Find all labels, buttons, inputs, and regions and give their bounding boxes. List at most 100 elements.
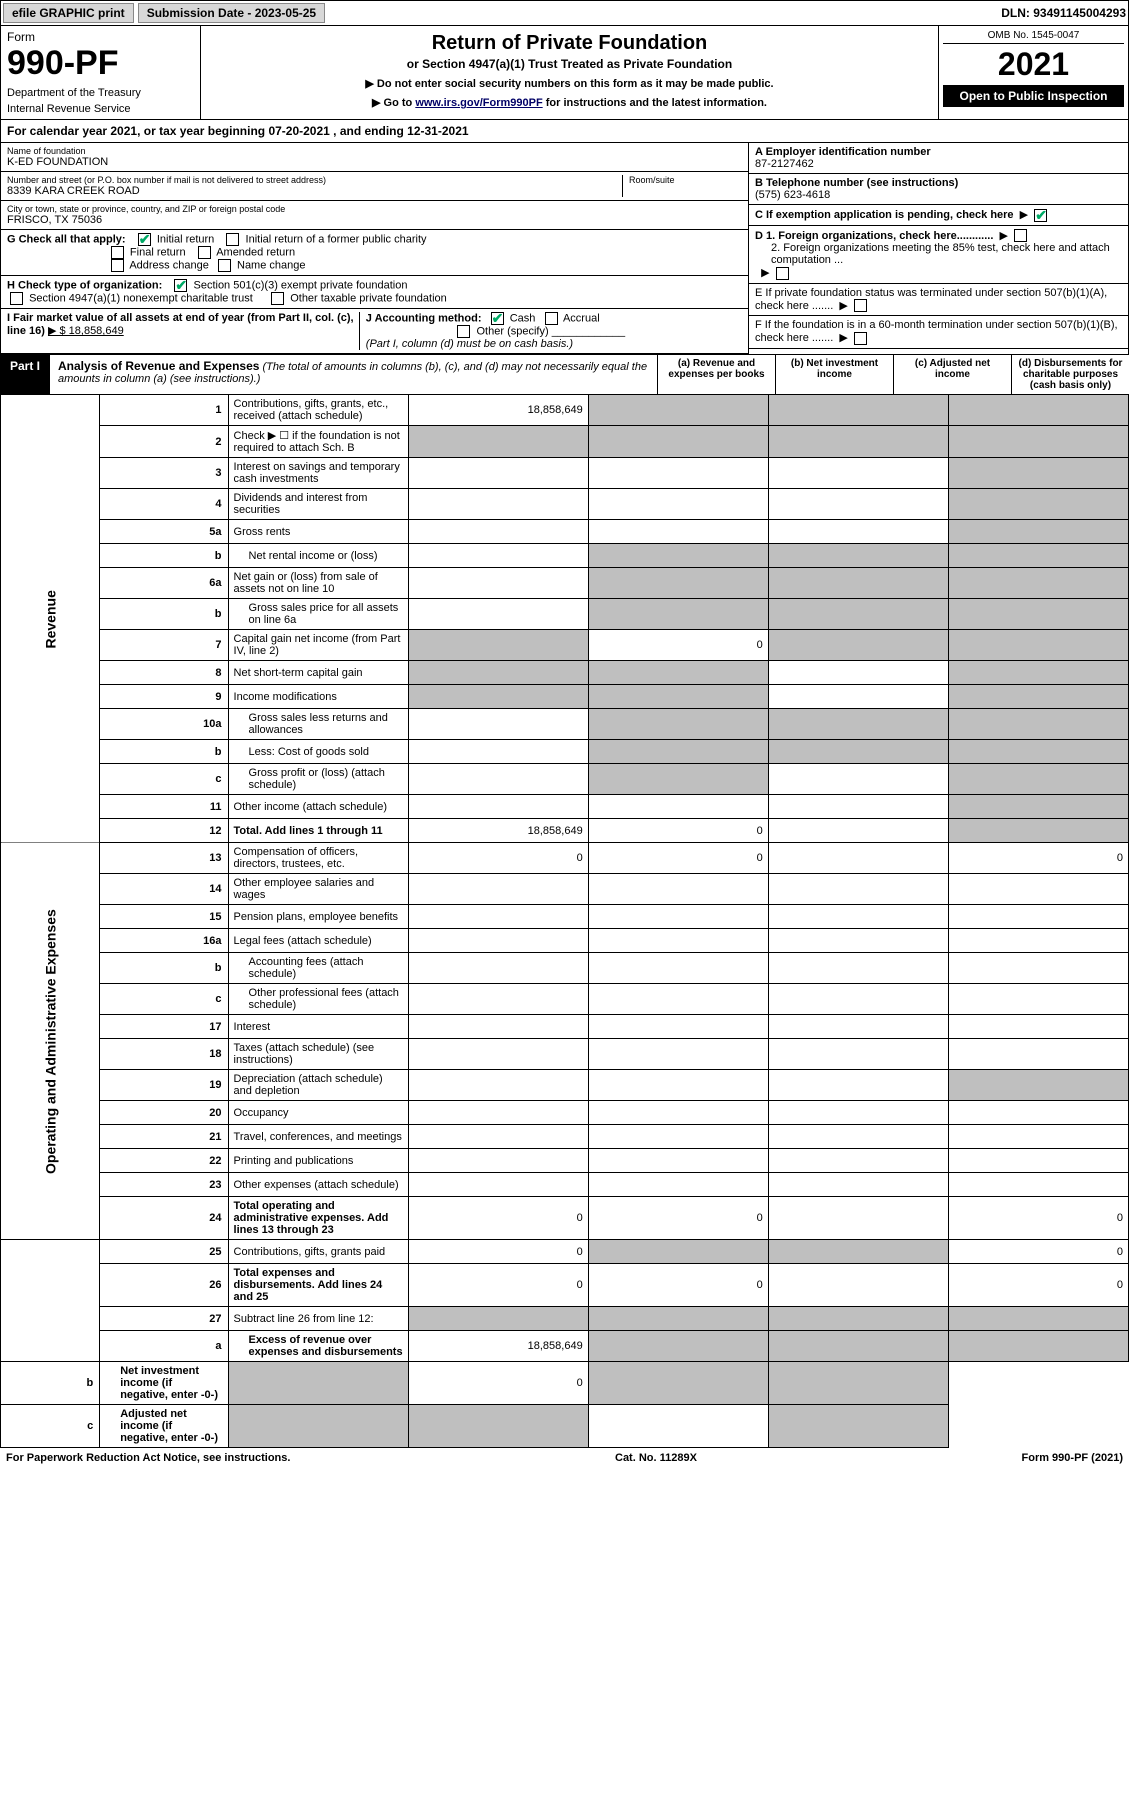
name-change-checkbox[interactable] — [218, 259, 231, 272]
line-description: Other professional fees (attach schedule… — [228, 984, 408, 1015]
h-opt-2: Other taxable private foundation — [290, 292, 447, 304]
amount-cell — [948, 685, 1128, 709]
d2-label: 2. Foreign organizations meeting the 85%… — [755, 242, 1122, 266]
4947-checkbox[interactable] — [10, 292, 23, 305]
final-return-checkbox[interactable] — [111, 246, 124, 259]
table-row: bNet investment income (if negative, ent… — [1, 1362, 1129, 1405]
line-number: 15 — [100, 905, 228, 929]
line-description: Net rental income or (loss) — [228, 544, 408, 568]
amount-cell — [588, 1039, 768, 1070]
amount-cell: 0 — [588, 819, 768, 843]
amount-cell — [948, 395, 1128, 426]
60month-checkbox[interactable] — [854, 332, 867, 345]
amount-cell — [768, 1070, 948, 1101]
open-public: Open to Public Inspection — [943, 85, 1124, 107]
irs-label: Internal Revenue Service — [7, 103, 194, 115]
line-description: Depreciation (attach schedule) and deple… — [228, 1070, 408, 1101]
table-row: 16aLegal fees (attach schedule) — [1, 929, 1129, 953]
line-description: Capital gain net income (from Part IV, l… — [228, 630, 408, 661]
line-number: b — [100, 544, 228, 568]
table-row: cGross profit or (loss) (attach schedule… — [1, 764, 1129, 795]
table-row: Operating and Administrative Expenses13C… — [1, 843, 1129, 874]
submission-date-button[interactable]: Submission Date - 2023-05-25 — [138, 3, 325, 23]
irs-link[interactable]: www.irs.gov/Form990PF — [415, 97, 542, 109]
line-number: 14 — [100, 874, 228, 905]
other-taxable-checkbox[interactable] — [271, 292, 284, 305]
amount-cell — [408, 984, 588, 1015]
amount-cell — [768, 1197, 948, 1240]
table-row: bAccounting fees (attach schedule) — [1, 953, 1129, 984]
amount-cell — [948, 905, 1128, 929]
line-number: 21 — [100, 1125, 228, 1149]
blank-side — [1, 1240, 100, 1362]
exemption-pending-checkbox[interactable] — [1034, 209, 1047, 222]
g-opt-5: Name change — [237, 259, 306, 271]
amount-cell — [948, 568, 1128, 599]
amount-cell — [768, 1173, 948, 1197]
part1-title: Analysis of Revenue and Expenses (The to… — [50, 355, 657, 394]
g-opt-0: Initial return — [157, 233, 214, 245]
j-note: (Part I, column (d) must be on cash basi… — [366, 338, 573, 350]
form-title: Return of Private Foundation — [209, 32, 930, 55]
line-description: Interest — [228, 1015, 408, 1039]
table-row: 2Check ▶ ☐ if the foundation is not requ… — [1, 426, 1129, 458]
foreign-org-checkbox[interactable] — [1014, 229, 1027, 242]
amount-cell: 0 — [408, 1197, 588, 1240]
table-row: 18Taxes (attach schedule) (see instructi… — [1, 1039, 1129, 1070]
amount-cell — [408, 426, 588, 458]
col-c-header: (c) Adjusted net income — [893, 355, 1011, 394]
amount-cell — [948, 520, 1128, 544]
amount-cell — [408, 764, 588, 795]
amount-cell — [768, 544, 948, 568]
table-row: 26Total expenses and disbursements. Add … — [1, 1264, 1129, 1307]
amount-cell — [768, 1264, 948, 1307]
tax-year: 2021 — [943, 46, 1124, 83]
col-a-header: (a) Revenue and expenses per books — [657, 355, 775, 394]
line-description: Other employee salaries and wages — [228, 874, 408, 905]
line-description: Occupancy — [228, 1101, 408, 1125]
initial-return-checkbox[interactable] — [138, 233, 151, 246]
ein-value: 87-2127462 — [755, 158, 814, 170]
amount-cell — [408, 953, 588, 984]
amount-cell — [588, 458, 768, 489]
address-cell: Number and street (or P.O. box number if… — [1, 172, 748, 201]
table-row: 12Total. Add lines 1 through 1118,858,64… — [1, 819, 1129, 843]
amount-cell — [408, 1173, 588, 1197]
initial-former-checkbox[interactable] — [226, 233, 239, 246]
amount-cell — [408, 1405, 588, 1448]
amount-cell — [408, 1101, 588, 1125]
terminated-checkbox[interactable] — [854, 299, 867, 312]
line-description: Dividends and interest from securities — [228, 489, 408, 520]
line-number: 5a — [100, 520, 228, 544]
goto-post: for instructions and the latest informat… — [543, 97, 767, 109]
expenses-side-label: Operating and Administrative Expenses — [1, 843, 100, 1240]
line-number: 9 — [100, 685, 228, 709]
efile-button[interactable]: efile GRAPHIC print — [3, 3, 134, 23]
amount-cell — [408, 1039, 588, 1070]
address-change-checkbox[interactable] — [111, 259, 124, 272]
line-number: 26 — [100, 1264, 228, 1307]
amount-cell — [408, 489, 588, 520]
table-row: 4Dividends and interest from securities — [1, 489, 1129, 520]
amount-cell — [768, 1125, 948, 1149]
foreign-85-checkbox[interactable] — [776, 267, 789, 280]
amount-cell — [588, 1331, 768, 1362]
amount-cell — [588, 520, 768, 544]
other-checkbox[interactable] — [457, 325, 470, 338]
amount-cell: 0 — [948, 1197, 1128, 1240]
telephone-cell: B Telephone number (see instructions) (5… — [749, 174, 1128, 205]
amended-return-checkbox[interactable] — [198, 246, 211, 259]
501c3-checkbox[interactable] — [174, 279, 187, 292]
amount-cell — [588, 795, 768, 819]
cash-checkbox[interactable] — [491, 312, 504, 325]
omb-number: OMB No. 1545-0047 — [943, 30, 1124, 44]
line-number: a — [100, 1331, 228, 1362]
table-row: 7Capital gain net income (from Part IV, … — [1, 630, 1129, 661]
table-row: 19Depreciation (attach schedule) and dep… — [1, 1070, 1129, 1101]
amount-cell — [408, 795, 588, 819]
amount-cell — [768, 1331, 948, 1362]
amount-cell — [948, 1039, 1128, 1070]
accrual-checkbox[interactable] — [545, 312, 558, 325]
amount-cell — [948, 661, 1128, 685]
city-label: City or town, state or province, country… — [7, 204, 742, 214]
